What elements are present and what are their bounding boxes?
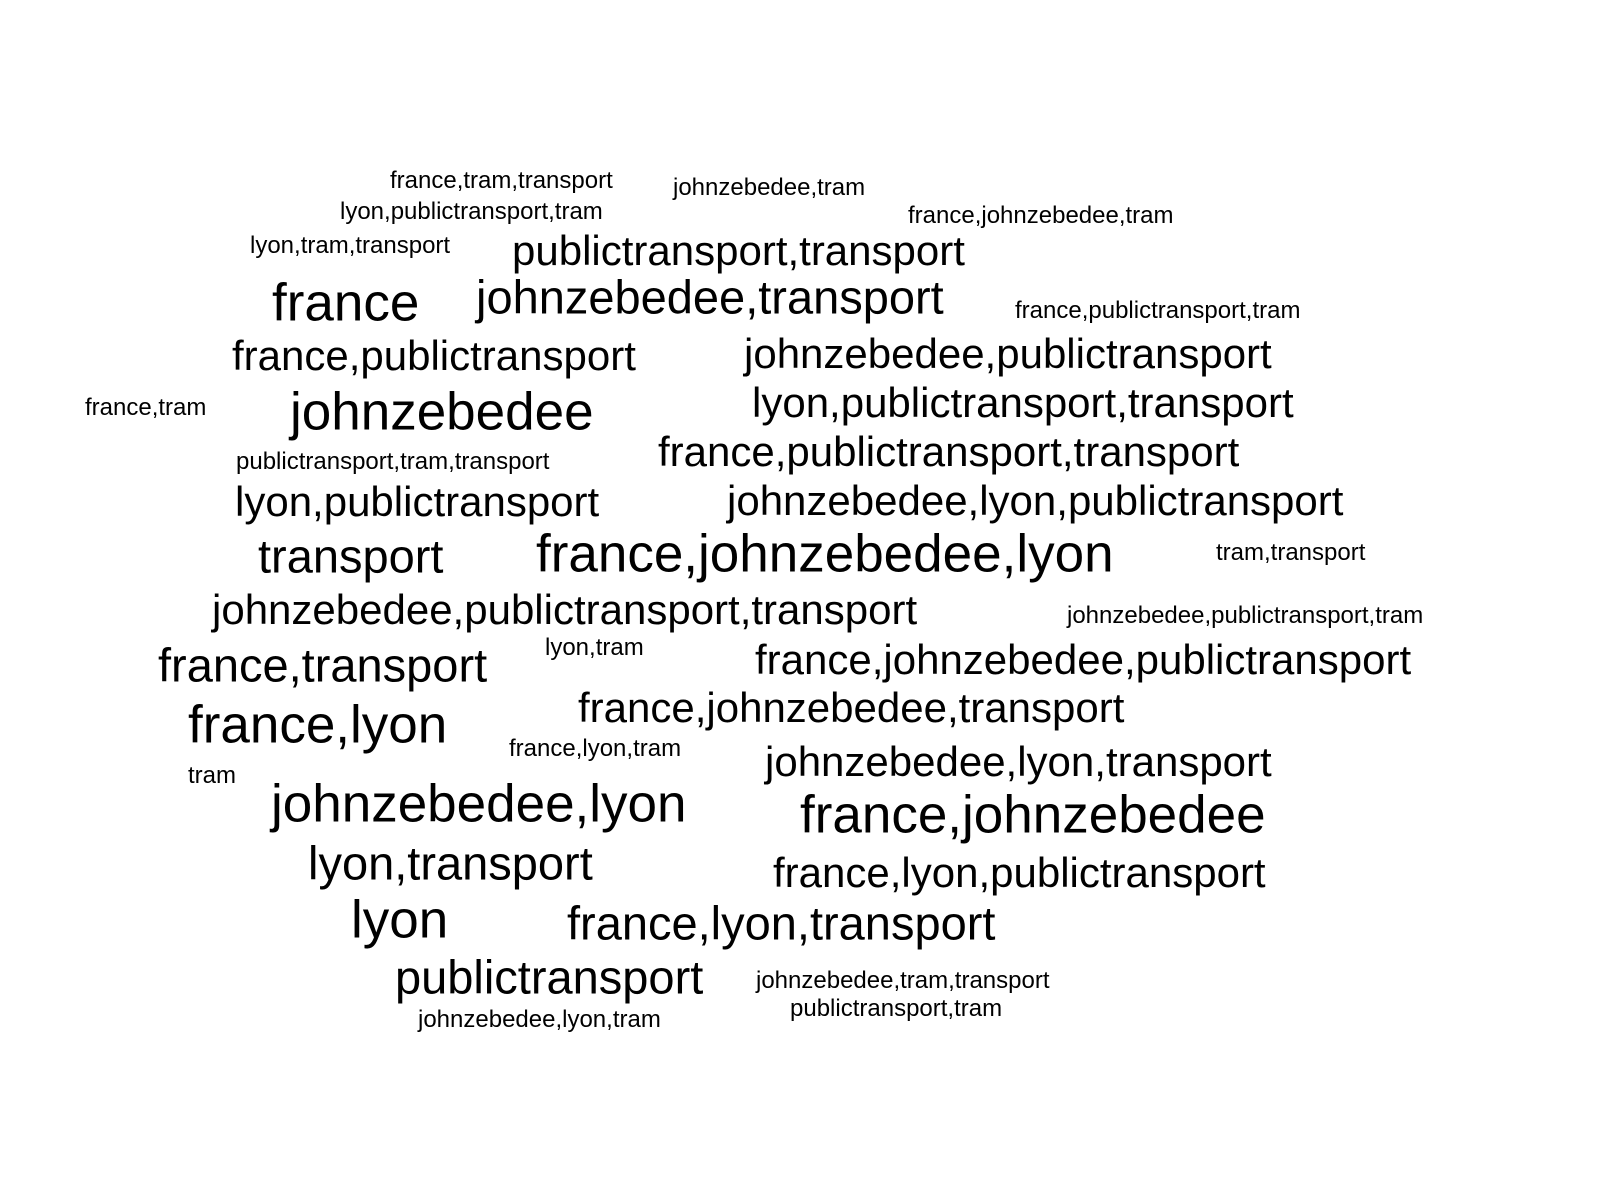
word-cloud-term: publictransport,transport: [512, 227, 965, 274]
word-cloud-term: lyon,publictransport,transport: [752, 379, 1294, 426]
word-cloud-term: johnzebedee,lyon,publictransport: [727, 477, 1344, 524]
word-cloud-term: johnzebedee,publictransport,transport: [212, 586, 918, 633]
word-cloud-term: publictransport,tram: [790, 995, 1003, 1022]
word-cloud-term: france,lyon,transport: [567, 896, 996, 950]
word-cloud-term: france: [272, 273, 420, 333]
word-cloud-term: johnzebedee: [290, 382, 594, 442]
word-cloud-term: johnzebedee,transport: [476, 270, 944, 324]
word-cloud-term: france,johnzebedee,transport: [578, 684, 1125, 731]
word-cloud-term: lyon,publictransport,tram: [340, 198, 603, 225]
word-cloud-term: lyon,tram: [545, 634, 644, 661]
word-cloud-term: france,lyon,tram: [509, 735, 682, 762]
word-cloud-term: johnzebedee,lyon,tram: [418, 1006, 661, 1033]
word-cloud-term: johnzebedee,tram: [673, 174, 866, 201]
word-cloud-term: france,transport: [158, 638, 488, 692]
word-cloud-term: france,tram,transport: [390, 167, 613, 194]
word-cloud-term: tram,transport: [1216, 539, 1366, 566]
word-cloud-term: lyon: [351, 890, 449, 950]
word-cloud-term: france,publictransport,tram: [1015, 297, 1301, 324]
word-cloud-term: france,johnzebedee,tram: [908, 202, 1174, 229]
word-cloud-term: france,lyon,publictransport: [773, 849, 1266, 896]
word-cloud-term: france,johnzebedee,lyon: [536, 524, 1114, 584]
word-cloud-term: publictransport: [395, 950, 704, 1004]
word-cloud-term: johnzebedee,publictransport,tram: [1067, 602, 1424, 629]
word-cloud-term: tram: [188, 762, 236, 789]
word-cloud-term: france,johnzebedee: [800, 785, 1266, 845]
word-cloud-term: france,johnzebedee,publictransport: [755, 636, 1412, 683]
word-cloud-term: lyon,transport: [308, 836, 593, 890]
word-cloud-term: johnzebedee,lyon,transport: [765, 738, 1272, 785]
word-cloud-term: france,publictransport: [232, 332, 636, 379]
word-cloud-term: france,lyon: [188, 695, 448, 755]
word-cloud-term: transport: [258, 529, 444, 583]
word-cloud-term: lyon,publictransport: [235, 478, 600, 525]
word-cloud-term: johnzebedee,publictransport: [744, 330, 1272, 377]
word-cloud-term: france,publictransport,transport: [658, 428, 1240, 475]
word-cloud-term: france,tram: [85, 394, 207, 421]
word-cloud-term: johnzebedee,tram,transport: [756, 967, 1050, 994]
word-cloud-term: lyon,tram,transport: [250, 232, 451, 259]
word-cloud-term: publictransport,tram,transport: [236, 448, 550, 475]
word-cloud-term: johnzebedee,lyon: [271, 774, 687, 834]
